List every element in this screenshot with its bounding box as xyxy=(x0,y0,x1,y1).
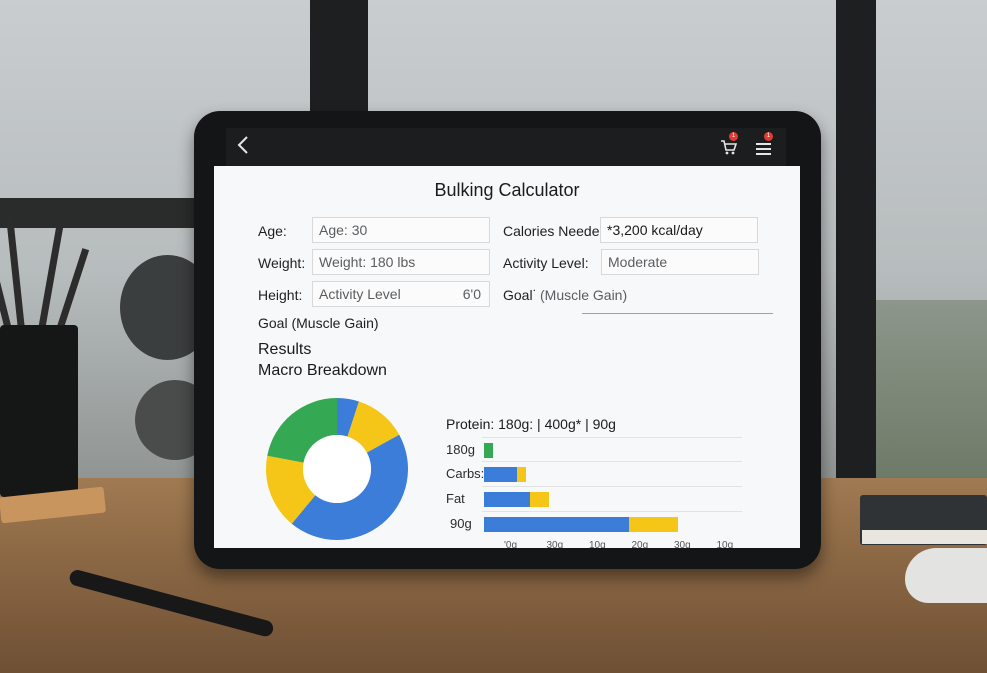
bar-tick-label: '0g xyxy=(504,540,518,548)
bar-segment xyxy=(530,492,549,507)
bar-gridline xyxy=(482,486,742,487)
window-frame xyxy=(836,0,876,480)
macro-donut-chart xyxy=(266,398,408,540)
app-top-bar: 1 1 xyxy=(226,128,786,166)
protein-summary: Protein: 180g: | 400g* | 90g xyxy=(446,416,616,432)
macro-breakdown-heading: Macro Breakdown xyxy=(258,362,387,379)
bar-segment xyxy=(517,467,526,482)
menu-icon[interactable]: 1 xyxy=(755,132,773,156)
donut-slice-blue xyxy=(337,398,359,437)
height-field[interactable]: Activity Level 6'0 xyxy=(312,281,490,307)
bar-tick-label: 30g xyxy=(546,540,564,548)
page-title: Bulking Calculator xyxy=(434,180,580,200)
bar-tick-label: 10g xyxy=(716,540,734,548)
activity-field[interactable]: Moderate xyxy=(601,249,759,275)
computer-mouse xyxy=(905,548,987,603)
bar-segment xyxy=(484,492,530,507)
donut-slice-yellow xyxy=(266,455,316,524)
pencil xyxy=(5,215,25,331)
bar-gridline xyxy=(482,461,742,462)
app-screen: Bulking Calculator Age: Age: 30 Weight: … xyxy=(214,166,800,548)
age-label: Age: xyxy=(258,223,287,239)
bar-category-label: 180g xyxy=(446,442,475,457)
bar-gridline xyxy=(482,511,742,512)
bar-category-label: Carbs: xyxy=(446,466,485,481)
bar-tick-label: 20g xyxy=(631,540,649,548)
calories-label: Calories Needed: xyxy=(503,223,612,239)
bar-gridline xyxy=(482,437,742,438)
cart-badge: 1 xyxy=(729,132,738,141)
weight-label: Weight: xyxy=(258,255,306,271)
donut-slice-blue xyxy=(291,434,408,540)
goal-right-label: Goal˙ xyxy=(503,287,538,303)
bar-segment xyxy=(484,517,629,532)
bar-category-label: 90g xyxy=(450,516,472,531)
chevron-left-icon[interactable] xyxy=(236,134,250,161)
donut-slice-yellow xyxy=(347,401,400,453)
height-label: Height: xyxy=(258,287,303,303)
notebook-pages xyxy=(862,530,987,544)
donut-slice-green xyxy=(267,398,337,463)
height-value: 6'0 xyxy=(462,286,481,302)
height-field-text: Activity Level xyxy=(319,286,401,302)
weight-field[interactable]: Weight: 180 lbs xyxy=(312,249,490,275)
window-frame xyxy=(0,198,215,228)
bar-tick-label: 10g xyxy=(589,540,606,548)
results-heading: Results xyxy=(258,341,312,358)
bar-segment xyxy=(484,467,517,482)
background-greenery xyxy=(876,300,987,480)
goal-field-underline xyxy=(582,313,773,314)
bar-segment xyxy=(629,517,678,532)
donut-hole xyxy=(303,435,371,503)
bar-tick-label: 30g xyxy=(674,540,691,548)
cart-icon[interactable]: 1 xyxy=(720,132,738,156)
goal-right-field[interactable]: (Muscle Gain) xyxy=(540,287,628,303)
pencil-cup xyxy=(0,325,78,497)
menu-badge: 1 xyxy=(764,132,773,141)
goal-label: Goal (Muscle Gain) xyxy=(258,315,379,331)
age-field[interactable]: Age: 30 xyxy=(312,217,490,243)
calories-value: *3,200 kcal/day xyxy=(600,217,758,243)
pencil xyxy=(56,248,90,332)
bar-category-label: Fat xyxy=(446,491,465,506)
bar-segment xyxy=(484,443,493,458)
activity-label: Activity Level: xyxy=(503,255,589,271)
